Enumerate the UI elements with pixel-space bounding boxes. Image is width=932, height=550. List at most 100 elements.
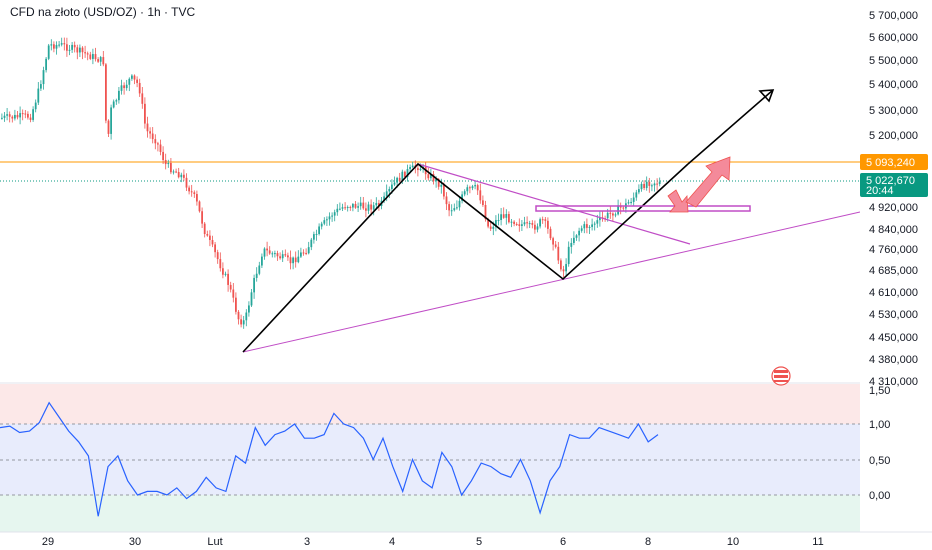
candle-body xyxy=(136,79,138,83)
candle-body xyxy=(55,44,58,49)
candle-body xyxy=(157,143,159,145)
candle-body xyxy=(635,192,638,198)
candle-body xyxy=(42,70,45,85)
candle-body xyxy=(466,187,469,192)
current-price-pill: 5 022,670 20:44 xyxy=(860,173,928,197)
candle-body xyxy=(115,100,118,102)
candle-body xyxy=(372,205,375,210)
down-arrow-icon[interactable] xyxy=(667,189,689,213)
price-tick-label: 4 310,000 xyxy=(869,376,918,388)
candle-body xyxy=(352,203,354,208)
candle-body xyxy=(357,206,359,208)
candle-body xyxy=(656,183,658,185)
candle-body xyxy=(648,181,651,186)
candle-body xyxy=(573,237,575,243)
candle-body xyxy=(14,114,16,119)
symbol-title: CFD na złoto (USD/OZ) · 1h · TVC xyxy=(10,5,196,19)
candle-body xyxy=(560,260,562,270)
candle-body xyxy=(250,292,253,306)
candle-body xyxy=(141,93,144,104)
candle-body xyxy=(92,54,94,59)
candle-body xyxy=(94,54,97,60)
candle-body xyxy=(149,131,151,134)
candle-body xyxy=(518,224,521,226)
oscillator-panel xyxy=(0,384,860,532)
candle-body xyxy=(567,246,570,265)
price-axis[interactable]: 5 700,000 5 600,000 5 500,000 5 400,000 5 30… xyxy=(860,0,932,550)
time-tick-label: Lut xyxy=(207,536,222,548)
candle-body xyxy=(8,114,11,117)
candle-body xyxy=(367,204,370,211)
candle-body xyxy=(68,49,71,51)
candle-body xyxy=(258,265,261,274)
candle-body xyxy=(411,165,414,168)
candle-body xyxy=(19,113,21,118)
candle-body xyxy=(310,239,313,248)
candle-body xyxy=(528,223,531,225)
candle-body xyxy=(320,223,323,227)
price-tick-label: 5 400,000 xyxy=(869,79,918,91)
candle-body xyxy=(430,174,432,179)
countdown-timer: 20:44 xyxy=(866,185,894,197)
candle-body xyxy=(190,191,193,193)
trendline-lower[interactable] xyxy=(242,211,861,353)
candle-body xyxy=(105,64,107,121)
candle-body xyxy=(118,90,120,101)
candle-body xyxy=(383,196,385,201)
candle-body xyxy=(396,177,398,183)
candle-body xyxy=(505,214,508,218)
candle-body xyxy=(274,253,276,255)
candle-body xyxy=(279,256,281,259)
candle-body xyxy=(409,167,411,170)
projection-arrow[interactable] xyxy=(687,89,774,165)
price-tick-label: 4 610,000 xyxy=(869,287,918,299)
candle-body xyxy=(81,47,84,53)
candle-body xyxy=(125,84,128,89)
osc-oversold-band xyxy=(0,495,860,532)
candle-body xyxy=(21,113,24,115)
candle-body xyxy=(201,211,203,224)
time-axis[interactable]: 29 30 Lut 3 4 5 6 8 10 11 xyxy=(0,531,932,550)
resistance-price-pill: 5 093,240 xyxy=(860,154,928,170)
candle-body xyxy=(307,247,310,254)
candle-body xyxy=(151,133,154,140)
candle-body xyxy=(435,178,437,182)
candle-body xyxy=(458,200,461,208)
candle-body xyxy=(76,47,79,53)
candle-body xyxy=(45,58,47,71)
candle-body xyxy=(534,224,536,230)
drawings[interactable] xyxy=(242,89,861,386)
candle-body xyxy=(34,102,37,110)
candle-body xyxy=(640,183,643,190)
flag-icon[interactable] xyxy=(771,366,791,386)
candle-body xyxy=(183,174,185,178)
time-tick-label: 6 xyxy=(560,536,566,548)
up-arrow-icon[interactable] xyxy=(685,156,731,208)
time-tick-label: 30 xyxy=(129,536,141,548)
candle-body xyxy=(112,101,115,108)
current-price-label: 5 022,670 xyxy=(866,175,915,187)
candle-body xyxy=(562,269,565,272)
retest-zone[interactable] xyxy=(535,205,751,212)
candle-body xyxy=(271,253,274,255)
candle-body xyxy=(235,297,237,312)
candle-body xyxy=(266,248,268,251)
candle-body xyxy=(29,117,32,120)
candle-body xyxy=(437,178,440,187)
candle-body xyxy=(344,207,346,209)
candle-body xyxy=(456,207,458,209)
trendline-upper[interactable] xyxy=(417,163,691,245)
price-tick-label: 4 685,000 xyxy=(869,265,918,277)
candle-body xyxy=(362,202,365,209)
candles[interactable] xyxy=(1,37,661,329)
time-tick-label: 4 xyxy=(389,536,395,548)
candle-body xyxy=(333,212,336,216)
candle-body xyxy=(3,115,6,118)
candle-body xyxy=(242,320,245,325)
candle-body xyxy=(219,259,222,269)
osc-tick-label: 1,00 xyxy=(869,419,890,431)
candle-body xyxy=(222,268,224,275)
zigzag-path[interactable] xyxy=(242,162,689,353)
candle-body xyxy=(495,220,497,227)
